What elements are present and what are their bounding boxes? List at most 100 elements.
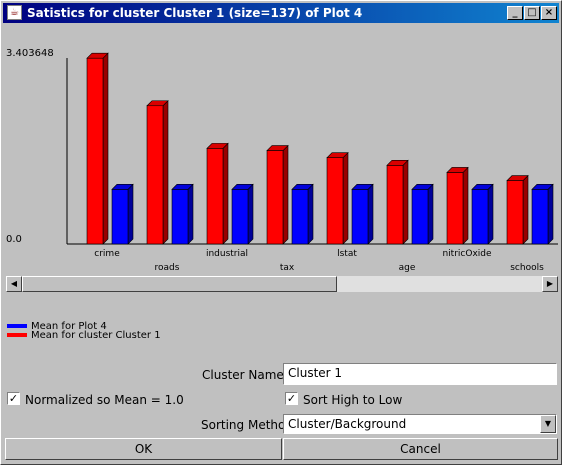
bar-plot-lstat-top: [351, 184, 374, 190]
x-tick-label-crime: crime: [94, 249, 120, 259]
bar-cluster-tax-top: [266, 145, 289, 151]
bar-cluster-industrial-top: [206, 143, 229, 149]
x-tick-label-schools: schools: [510, 263, 544, 273]
bar-plot-age-top: [411, 184, 434, 190]
bar-cluster-roads: [146, 100, 169, 245]
bar-cluster-lstat-side: [342, 151, 349, 245]
bar-plot-schools: [531, 183, 554, 245]
legend-swatch-blue: [7, 324, 27, 328]
bar-cluster-crime-side: [102, 52, 109, 245]
sorting-method-select[interactable]: Cluster/Background ▼: [283, 414, 557, 434]
scroll-right-arrow-icon[interactable]: ▶: [542, 276, 558, 292]
x-tick-label-tax: tax: [279, 263, 295, 273]
bar-cluster-age-top: [386, 160, 409, 166]
bar-plot-age: [411, 183, 434, 245]
cluster-name-label: Cluster Name: [202, 368, 284, 382]
bar-cluster-lstat-front: [326, 157, 344, 245]
bar-plot-schools-side: [547, 183, 554, 245]
bar-plot-industrial: [231, 183, 254, 245]
bar-cluster-nitricOxide-front: [446, 172, 464, 245]
bar-plot-schools-top: [531, 184, 554, 190]
bar-plot-age-side: [427, 183, 434, 245]
x-tick-label-age: age: [398, 263, 416, 273]
bar-cluster-schools-front: [506, 180, 524, 245]
bar-cluster-age-front: [386, 165, 404, 245]
sort-high-to-low-checkbox[interactable]: ✓: [285, 392, 298, 405]
bar-plot-roads-top: [171, 184, 194, 190]
bar-cluster-age: [386, 159, 409, 245]
bar-cluster-roads-front: [146, 105, 164, 245]
maximize-button[interactable]: □: [524, 6, 540, 20]
legend-label: Mean for Plot 4: [31, 321, 107, 332]
bar-plot-nitricOxide: [471, 183, 494, 245]
bar-cluster-industrial: [206, 142, 229, 245]
java-cup-icon[interactable]: ☕: [7, 5, 22, 20]
bar-plot-crime-front: [111, 189, 129, 245]
y-axis-max-label: 3.403648: [6, 48, 54, 59]
bar-plot-roads-front: [171, 189, 189, 245]
bar-plot-lstat: [351, 183, 374, 245]
bar-cluster-nitricOxide-side: [462, 166, 469, 245]
bar-plot-roads-side: [187, 183, 194, 245]
y-axis-min-label: 0.0: [6, 234, 22, 245]
bar-cluster-nitricOxide: [446, 166, 469, 245]
bar-cluster-crime-top: [86, 52, 109, 59]
bar-cluster-age-side: [402, 159, 409, 245]
bar-plot-industrial-front: [231, 189, 249, 245]
normalized-label: Normalized so Mean = 1.0: [25, 393, 184, 407]
bar-cluster-crime: [86, 52, 109, 245]
close-button[interactable]: ×: [541, 6, 557, 20]
bar-cluster-roads-top: [146, 100, 169, 107]
bar-plot-crime-side: [127, 183, 134, 245]
cluster-name-field[interactable]: Cluster 1: [283, 363, 557, 385]
bar-cluster-tax-front: [266, 150, 284, 245]
bar-plot-industrial-side: [247, 183, 254, 245]
scroll-left-arrow-icon[interactable]: ◀: [6, 276, 22, 292]
sort-high-to-low-label: Sort High to Low: [303, 393, 403, 407]
x-tick-label-roads: roads: [154, 263, 180, 273]
legend-item-plot: Mean for Plot 4: [7, 321, 107, 332]
bar-plot-crime: [111, 183, 134, 245]
title-bar[interactable]: ☕ Satistics for cluster Cluster 1 (size=…: [3, 3, 559, 23]
bar-cluster-crime-front: [86, 57, 104, 245]
x-tick-label-industrial: industrial: [205, 249, 249, 259]
minimize-button[interactable]: _: [507, 6, 523, 20]
x-tick-label-lstat: lstat: [337, 249, 357, 259]
bar-cluster-schools-top: [506, 175, 529, 181]
bar-plot-tax-front: [291, 189, 309, 245]
chevron-down-icon[interactable]: ▼: [540, 415, 556, 433]
cancel-button[interactable]: Cancel: [283, 438, 558, 460]
bar-plot-tax-side: [307, 183, 314, 245]
chart-horizontal-scrollbar[interactable]: ◀ ▶: [6, 276, 558, 292]
bar-cluster-tax: [266, 144, 289, 245]
bar-cluster-roads-side: [162, 100, 169, 245]
bar-plot-nitricOxide-side: [487, 183, 494, 245]
ok-button[interactable]: OK: [5, 438, 282, 460]
bar-cluster-schools: [506, 174, 529, 245]
bar-plot-industrial-top: [231, 184, 254, 190]
bar-cluster-schools-side: [522, 174, 529, 245]
bar-plot-tax: [291, 183, 314, 245]
bar-cluster-nitricOxide-top: [446, 167, 469, 173]
bar-cluster-lstat-top: [326, 152, 349, 158]
bar-plot-lstat-side: [367, 183, 374, 245]
bar-plot-roads: [171, 183, 194, 245]
bar-plot-nitricOxide-front: [471, 189, 489, 245]
bar-plot-age-front: [411, 189, 429, 245]
x-tick-label-nitricOxide: nitricOxide: [442, 249, 492, 259]
legend-item-cluster: Mean for cluster Cluster 1: [7, 330, 161, 341]
bar-cluster-tax-side: [282, 144, 289, 245]
sorting-method-label: Sorting Method: [201, 418, 293, 432]
bar-chart: 3.403648 0.0 crime roads industrial tax lsta…: [6, 28, 558, 275]
bar-cluster-industrial-front: [206, 148, 224, 245]
bar-plot-nitricOxide-top: [471, 184, 494, 190]
legend-swatch-red: [7, 333, 27, 337]
window-title: Satistics for cluster Cluster 1 (size=13…: [27, 6, 363, 20]
legend-label: Mean for cluster Cluster 1: [31, 330, 161, 341]
sorting-method-value: Cluster/Background: [288, 417, 407, 431]
normalized-checkbox[interactable]: ✓: [7, 392, 20, 405]
bar-plot-schools-front: [531, 189, 549, 245]
scrollbar-thumb[interactable]: [22, 276, 337, 292]
bar-plot-lstat-front: [351, 189, 369, 245]
